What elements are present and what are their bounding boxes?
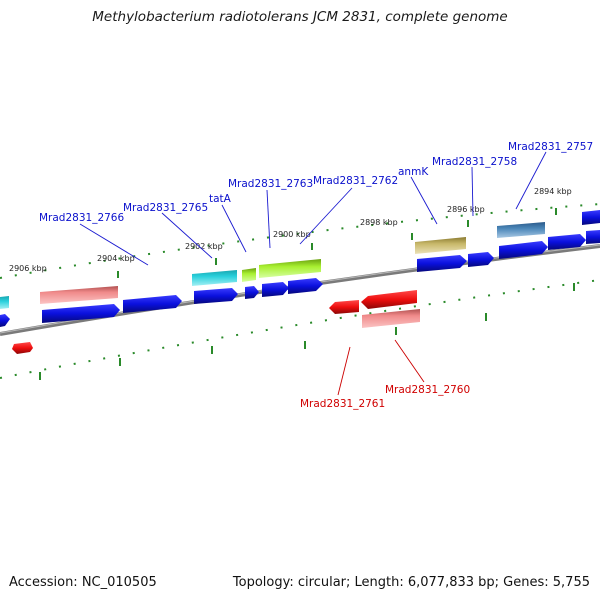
gene-mrad2831-2763-feature	[259, 259, 321, 278]
forward-gene-arrow	[262, 282, 289, 297]
forward-gene-arrow	[245, 286, 259, 299]
forward-strand-genes	[0, 210, 600, 327]
label-leader-lines-forward	[79, 151, 547, 266]
scale-label: 2904 kbp	[97, 254, 135, 263]
gene-mrad2831-2757-feature	[497, 222, 545, 238]
reverse-gene-arrow	[329, 300, 359, 314]
forward-gene-arrow	[42, 304, 120, 323]
forward-gene-arrow	[548, 234, 586, 250]
forward-gene-arrow	[0, 314, 10, 327]
scale-label: 2906 kbp	[9, 264, 47, 273]
scale-label: 2894 kbp	[534, 187, 572, 196]
gene-edge-feature-left	[0, 296, 9, 309]
gene-anmk-feature	[415, 237, 466, 254]
scale-label: 2896 kbp	[447, 205, 485, 214]
forward-gene-arrow	[468, 252, 494, 267]
accession-text: Accession: NC_010505	[9, 575, 157, 590]
gene-label-mrad2831-2762[interactable]: Mrad2831_2762	[313, 175, 398, 187]
gene-label-tata[interactable]: tatA	[209, 193, 232, 205]
gene-mrad2831-2765-feature	[192, 270, 237, 286]
reverse-gene-arrow	[12, 342, 33, 354]
reverse-gene-arrow	[361, 290, 417, 309]
gene-tata-feature	[242, 268, 256, 282]
gene-label-mrad2831-2758[interactable]: Mrad2831_2758	[432, 156, 517, 168]
gene-label-mrad2831-2757[interactable]: Mrad2831_2757	[508, 141, 593, 153]
gene-label-anmk[interactable]: anmK	[398, 166, 429, 178]
forward-gene-arrow	[194, 288, 238, 304]
label-leader-lines-reverse	[337, 339, 425, 396]
forward-highlight-genes	[0, 222, 545, 309]
gene-label-mrad2831-2766[interactable]: Mrad2831_2766	[39, 212, 124, 224]
forward-gene-arrow	[499, 241, 548, 259]
forward-gene-arrow	[586, 230, 600, 244]
gene-mrad2831-2760-feature	[362, 309, 420, 328]
scale-label: 2902 kbp	[185, 242, 223, 251]
genome-summary-text: Topology: circular; Length: 6,077,833 bp…	[232, 575, 590, 590]
gene-label-mrad2831-2760[interactable]: Mrad2831_2760	[385, 384, 470, 396]
gene-label-mrad2831-2765[interactable]: Mrad2831_2765	[123, 202, 208, 214]
gene-label-mrad2831-2763[interactable]: Mrad2831_2763	[228, 178, 313, 190]
scale-label: 2898 kbp	[360, 218, 398, 227]
major-ticks-lower	[39, 283, 575, 380]
forward-gene-arrow	[123, 295, 182, 313]
scale-label: 2900 kbp	[273, 230, 311, 239]
gene-mrad2831-2766-feature	[40, 286, 118, 304]
reverse-strand-genes	[12, 290, 420, 354]
gene-label-mrad2831-2761[interactable]: Mrad2831_2761	[300, 398, 385, 410]
forward-gene-arrow	[582, 210, 600, 225]
page-title: Methylobacterium radiotolerans JCM 2831,…	[92, 9, 508, 25]
forward-gene-arrow	[288, 278, 323, 294]
major-ticks-upper	[117, 208, 557, 278]
forward-gene-arrow	[417, 255, 467, 272]
